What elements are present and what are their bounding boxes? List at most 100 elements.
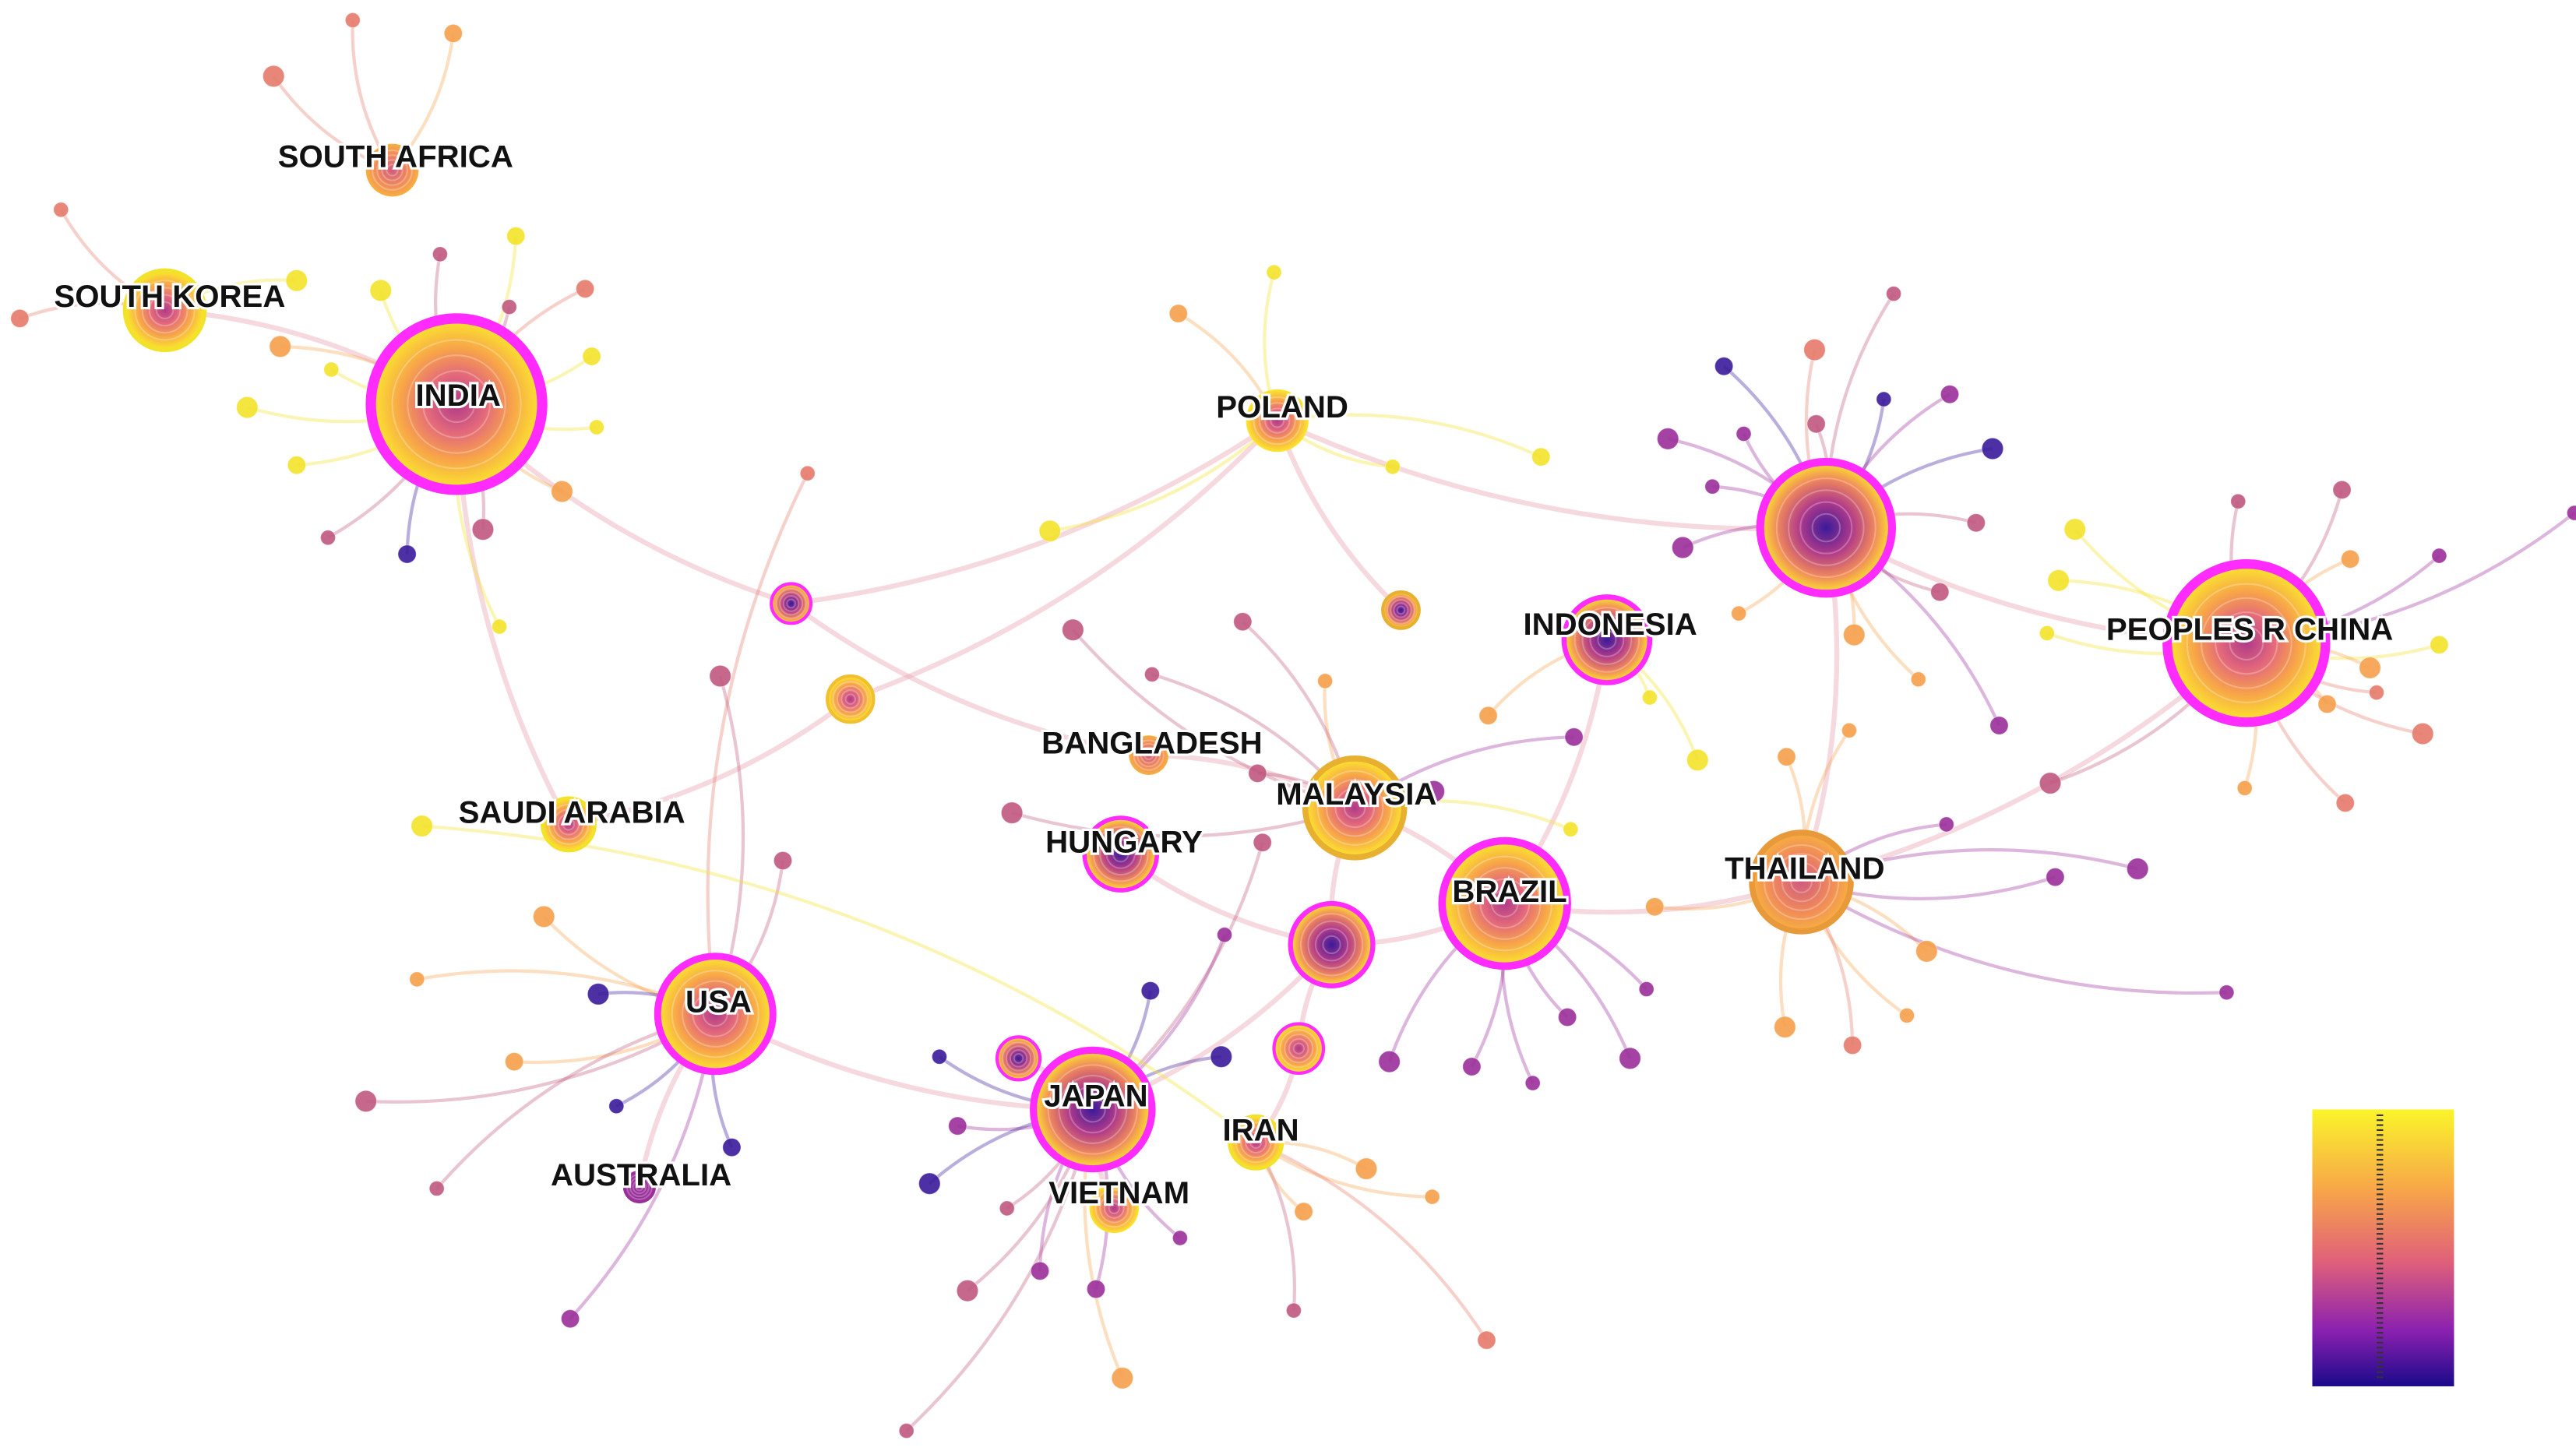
node-label: IRAN [1222, 1113, 1299, 1148]
node [2063, 518, 2087, 541]
hub-ring [1099, 832, 1143, 876]
hub-ring [372, 150, 414, 191]
node [1563, 821, 1579, 837]
hub-ring [1136, 743, 1161, 768]
hub-ring [141, 287, 189, 334]
hub-ring [391, 339, 522, 470]
hub-ring [1108, 1202, 1121, 1215]
node-label: SOUTH AFRICA [278, 139, 513, 174]
hub-ring [386, 164, 399, 177]
node [1531, 447, 1551, 467]
node [1294, 1202, 1313, 1221]
node [1841, 722, 1857, 738]
hub-ring [1239, 1126, 1272, 1159]
hub-ring [1235, 1122, 1277, 1164]
node-label: BANGLADESH [1041, 726, 1263, 761]
node [354, 1090, 377, 1113]
node [551, 480, 573, 503]
hub-node [826, 674, 876, 724]
hub-node [1228, 1114, 1284, 1171]
hub-ring [407, 354, 506, 454]
hub-node [365, 313, 548, 495]
hub-ring [1490, 889, 1519, 917]
node [582, 347, 601, 366]
hub-ring [626, 1173, 653, 1200]
hub-ring [2215, 611, 2278, 675]
node [236, 396, 259, 419]
node [1062, 618, 1084, 642]
hub-ring [1772, 853, 1831, 911]
hub-ring [692, 990, 739, 1037]
hub-ring [1092, 826, 1149, 882]
node [1619, 1047, 1641, 1070]
node [262, 65, 285, 88]
hub-ring [2200, 597, 2292, 689]
hub-ring [552, 808, 585, 840]
hub-node [622, 1170, 657, 1204]
link [1049, 419, 1279, 533]
node [1524, 1075, 1541, 1091]
node [1938, 816, 1954, 833]
nodes [10, 12, 2576, 1439]
node [411, 815, 433, 837]
node [709, 664, 731, 688]
hub-ring [1112, 845, 1129, 863]
hub-ring [1468, 867, 1542, 940]
hub-ring [671, 970, 759, 1058]
link [1255, 1140, 1489, 1341]
hub-ring [1788, 489, 1865, 566]
node [2039, 772, 2062, 794]
node [369, 279, 393, 302]
node [1086, 1279, 1106, 1299]
node [588, 419, 604, 435]
node [10, 308, 30, 329]
node [443, 23, 463, 44]
edges [19, 19, 2576, 1432]
hub-link [789, 601, 1150, 758]
hub-ring [1790, 871, 1813, 893]
hub-ring [1144, 750, 1154, 760]
hub-ring [2186, 583, 2307, 703]
node [931, 1048, 948, 1065]
node [608, 1098, 625, 1115]
node [2566, 505, 2576, 521]
node [1686, 748, 1709, 772]
node-label: USA [685, 984, 752, 1020]
node [1910, 671, 1926, 688]
node [2335, 793, 2355, 813]
node [2411, 722, 2434, 745]
node [1656, 428, 1679, 450]
hub-node [540, 796, 597, 853]
node [1355, 1157, 1378, 1180]
hub-ring [1457, 855, 1553, 952]
node [1384, 459, 1401, 475]
hub-ring [1393, 602, 1409, 618]
node [1422, 780, 1446, 803]
node [2047, 569, 2070, 592]
node [1378, 1050, 1401, 1073]
node [532, 905, 555, 928]
hub-node [1089, 1183, 1140, 1234]
hub-node [1438, 836, 1571, 970]
hub-ring [1005, 1045, 1032, 1072]
hub-ring [134, 280, 196, 341]
hub-ring [836, 685, 865, 713]
node [1966, 513, 1986, 533]
hub-ring [155, 301, 174, 320]
hub-ring [1396, 605, 1406, 615]
hub-ring [1307, 920, 1356, 970]
hub-ring [148, 294, 181, 327]
node [918, 1172, 941, 1195]
hub-node [1030, 1046, 1156, 1173]
link [1277, 413, 1542, 459]
node [575, 279, 595, 298]
hub-ring [1292, 1042, 1305, 1055]
node [1266, 264, 1282, 280]
node [2359, 657, 2381, 679]
hub-ring [1763, 843, 1840, 921]
hub-ring [1279, 1029, 1319, 1069]
hub-node [1272, 1022, 1326, 1076]
hub-node [122, 268, 207, 353]
node [1285, 1302, 1302, 1319]
link [1800, 880, 2227, 995]
